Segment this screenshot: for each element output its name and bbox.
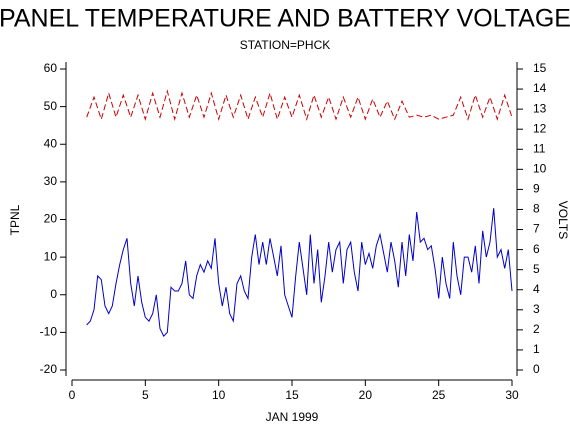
y-tick-label: 40 [44,136,58,150]
x-tick-label: 10 [212,388,226,402]
y2-tick-label: 7 [533,222,540,236]
x-tick-label: 20 [359,388,373,402]
y2-tick-label: 12 [533,121,547,135]
y-tick-label: 10 [44,249,58,263]
chart-title: PANEL TEMPERATURE AND BATTERY VOLTAGE [0,5,570,33]
data-line [86,208,513,337]
y2-tick-label: 10 [533,162,547,176]
y-tick-label: 20 [44,212,58,226]
y2-axis-label: VOLTS [556,201,570,239]
y-tick-label: 0 [50,287,57,301]
y2-tick-label: 2 [533,322,540,336]
y2-tick-label: 0 [533,362,540,376]
y2-tick-label: 11 [533,141,546,155]
x-tick-label: 25 [432,388,446,402]
y-tick-label: -10 [40,325,58,339]
y2-tick-label: 14 [533,81,547,95]
y2-tick-label: 6 [533,242,540,256]
x-tick-label: 30 [505,388,519,402]
y-tick-label: 60 [44,61,58,75]
y-axis-label: TPNL [8,204,22,235]
y-tick-label: 30 [44,174,58,188]
y2-tick-label: 9 [533,182,540,196]
y2-tick-label: 8 [533,202,540,216]
y2-tick-label: 15 [533,61,547,75]
y2-tick-label: 13 [533,101,547,115]
x-tick-label: 5 [142,388,149,402]
data-line [86,89,513,122]
y-tick-label: 50 [44,99,58,113]
x-axis-label: JAN 1999 [266,410,319,424]
y2-tick-label: 1 [533,342,540,356]
y2-tick-label: 3 [533,302,540,316]
y2-tick-label: 5 [533,262,540,276]
x-tick-label: 15 [285,388,299,402]
y-tick-label: -20 [40,362,58,376]
chart-subtitle: STATION=PHCK [240,38,331,52]
x-tick-label: 0 [69,388,76,402]
y2-tick-label: 4 [533,282,540,296]
